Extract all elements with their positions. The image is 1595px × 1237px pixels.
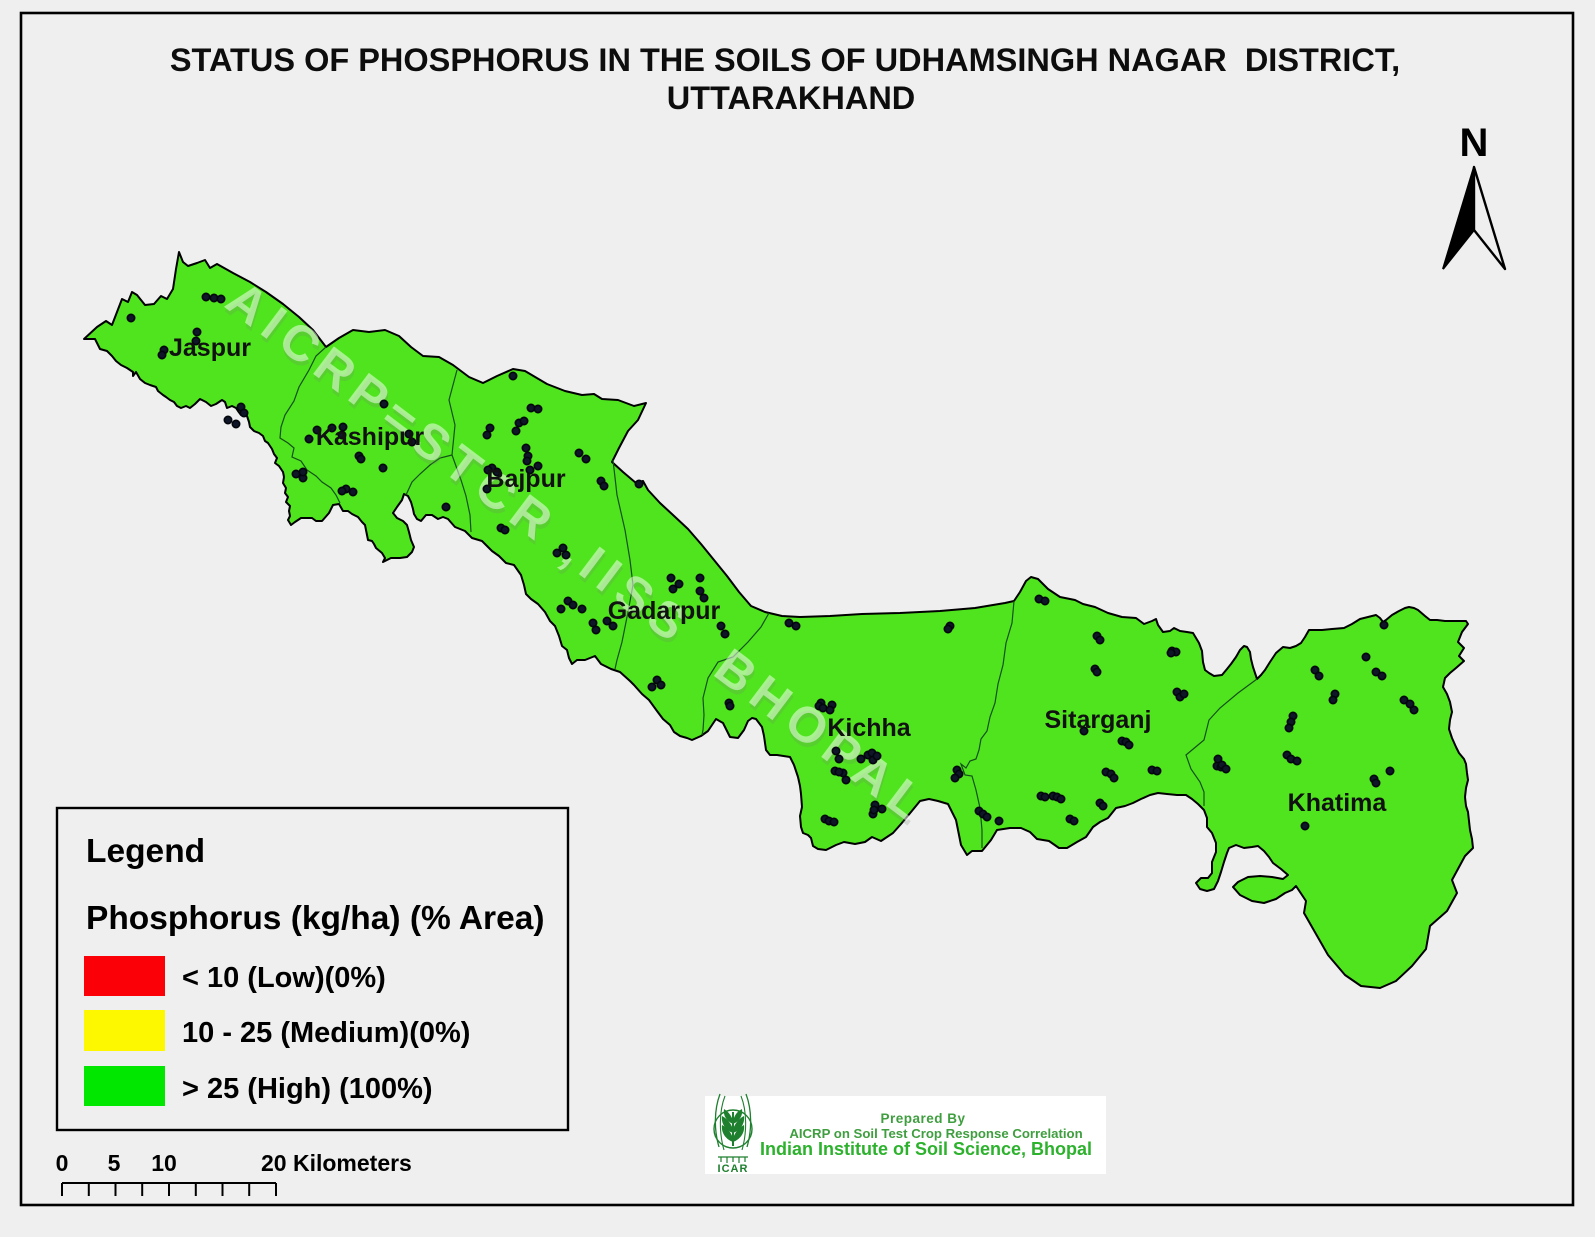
svg-text:UTTARAKHAND: UTTARAKHAND: [667, 80, 916, 116]
svg-text:Khatima: Khatima: [1288, 789, 1388, 817]
svg-text:AICRP on Soil Test Crop Respon: AICRP on Soil Test Crop Response Correla…: [789, 1126, 1082, 1141]
svg-text:Phosphorus (kg/ha) (% Area): Phosphorus (kg/ha) (% Area): [86, 900, 545, 937]
svg-text:Kashipur: Kashipur: [316, 423, 425, 451]
svg-text:20 Kilometers: 20 Kilometers: [261, 1150, 412, 1176]
svg-text:N: N: [1460, 121, 1489, 165]
svg-text:Indian Institute of Soil Scien: Indian Institute of Soil Science, Bhopal: [760, 1139, 1092, 1159]
svg-text:Sitarganj: Sitarganj: [1045, 706, 1152, 734]
svg-text:Kichha: Kichha: [827, 714, 911, 742]
svg-text:STATUS OF PHOSPHORUS IN THE SO: STATUS OF PHOSPHORUS IN THE SOILS OF UDH…: [170, 42, 1400, 78]
svg-text:Prepared By: Prepared By: [880, 1111, 965, 1126]
svg-text:< 10 (Low)(0%): < 10 (Low)(0%): [182, 962, 386, 994]
svg-text:Gadarpur: Gadarpur: [608, 597, 721, 625]
svg-text:Bajpur: Bajpur: [486, 465, 565, 493]
svg-text:0: 0: [56, 1150, 69, 1176]
svg-text:10 - 25 (Medium)(0%): 10 - 25 (Medium)(0%): [182, 1017, 470, 1049]
svg-text:ICAR: ICAR: [718, 1163, 749, 1175]
svg-text:Legend: Legend: [86, 833, 205, 870]
svg-text:> 25 (High) (100%): > 25 (High) (100%): [182, 1073, 433, 1105]
svg-text:Jaspur: Jaspur: [169, 334, 251, 362]
svg-text:10: 10: [151, 1150, 177, 1176]
svg-text:5: 5: [108, 1150, 121, 1176]
